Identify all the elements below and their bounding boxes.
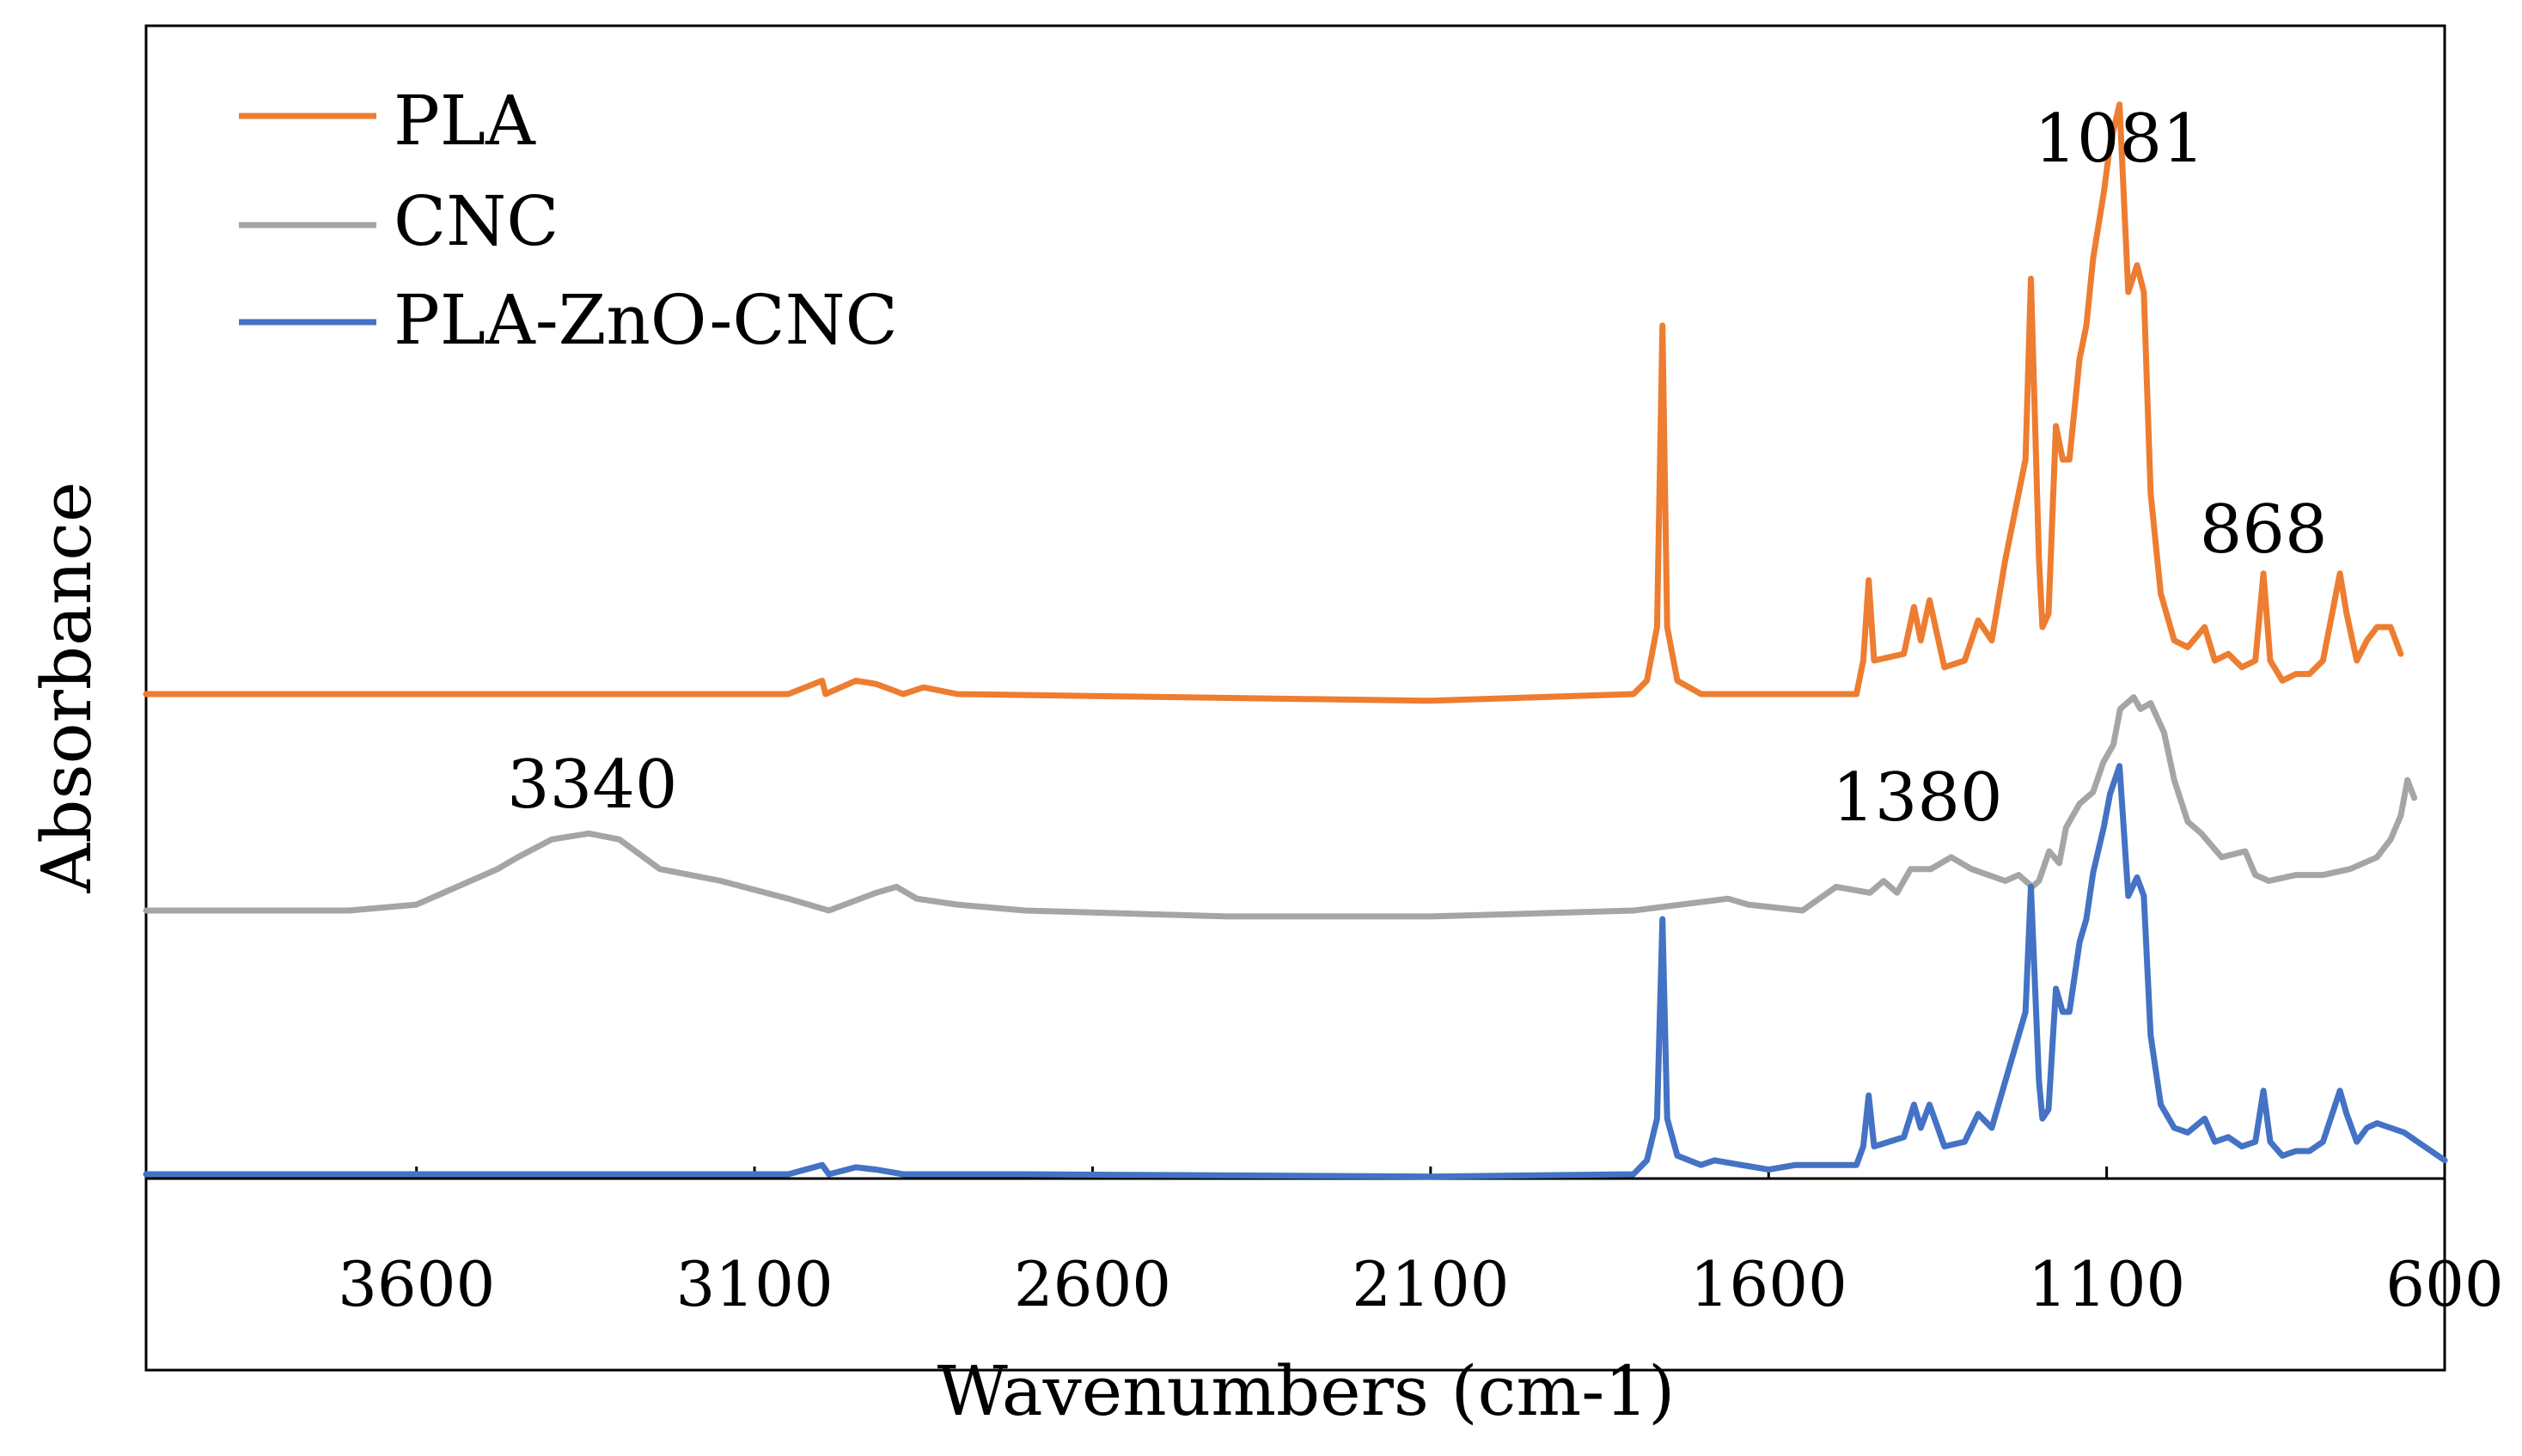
peak-annotation-1380: 1380 [1832, 759, 2003, 837]
series-line-pla-zno-cnc [143, 763, 2448, 1180]
x-tick-label: 3100 [675, 1248, 833, 1320]
peak-annotation-1081: 1081 [2034, 101, 2205, 178]
legend-label-pla-zno-cnc: PLA-ZnO-CNC [394, 280, 898, 360]
x-axis-ticks: 3600 3100 2600 2100 1600 1100 600 [338, 1167, 2504, 1320]
x-tick-label: 2100 [1352, 1248, 1509, 1320]
x-tick-label: 600 [2385, 1248, 2503, 1320]
plot-frame [144, 24, 2446, 1372]
x-tick-label: 2600 [1014, 1248, 1171, 1320]
legend-label-pla: PLA [394, 81, 536, 161]
series-line-pla [143, 101, 2404, 704]
series-layer [143, 101, 2448, 1180]
y-axis-label: Absorbance [27, 481, 107, 893]
peak-annotation-3340: 3340 [507, 746, 678, 824]
legend-label-cnc: CNC [394, 181, 559, 261]
x-axis-label: Wavenumbers (cm-1) [937, 1351, 1676, 1431]
x-tick-label: 1600 [1690, 1248, 1847, 1320]
x-tick-label: 3600 [338, 1248, 495, 1320]
x-tick-label: 1100 [2028, 1248, 2185, 1320]
annotations: 1081 868 3340 1380 [507, 101, 2328, 837]
legend: PLA CNC PLA-ZnO-CNC [239, 81, 898, 360]
peak-annotation-868: 868 [2200, 491, 2328, 569]
series-line-cnc [143, 694, 2418, 920]
